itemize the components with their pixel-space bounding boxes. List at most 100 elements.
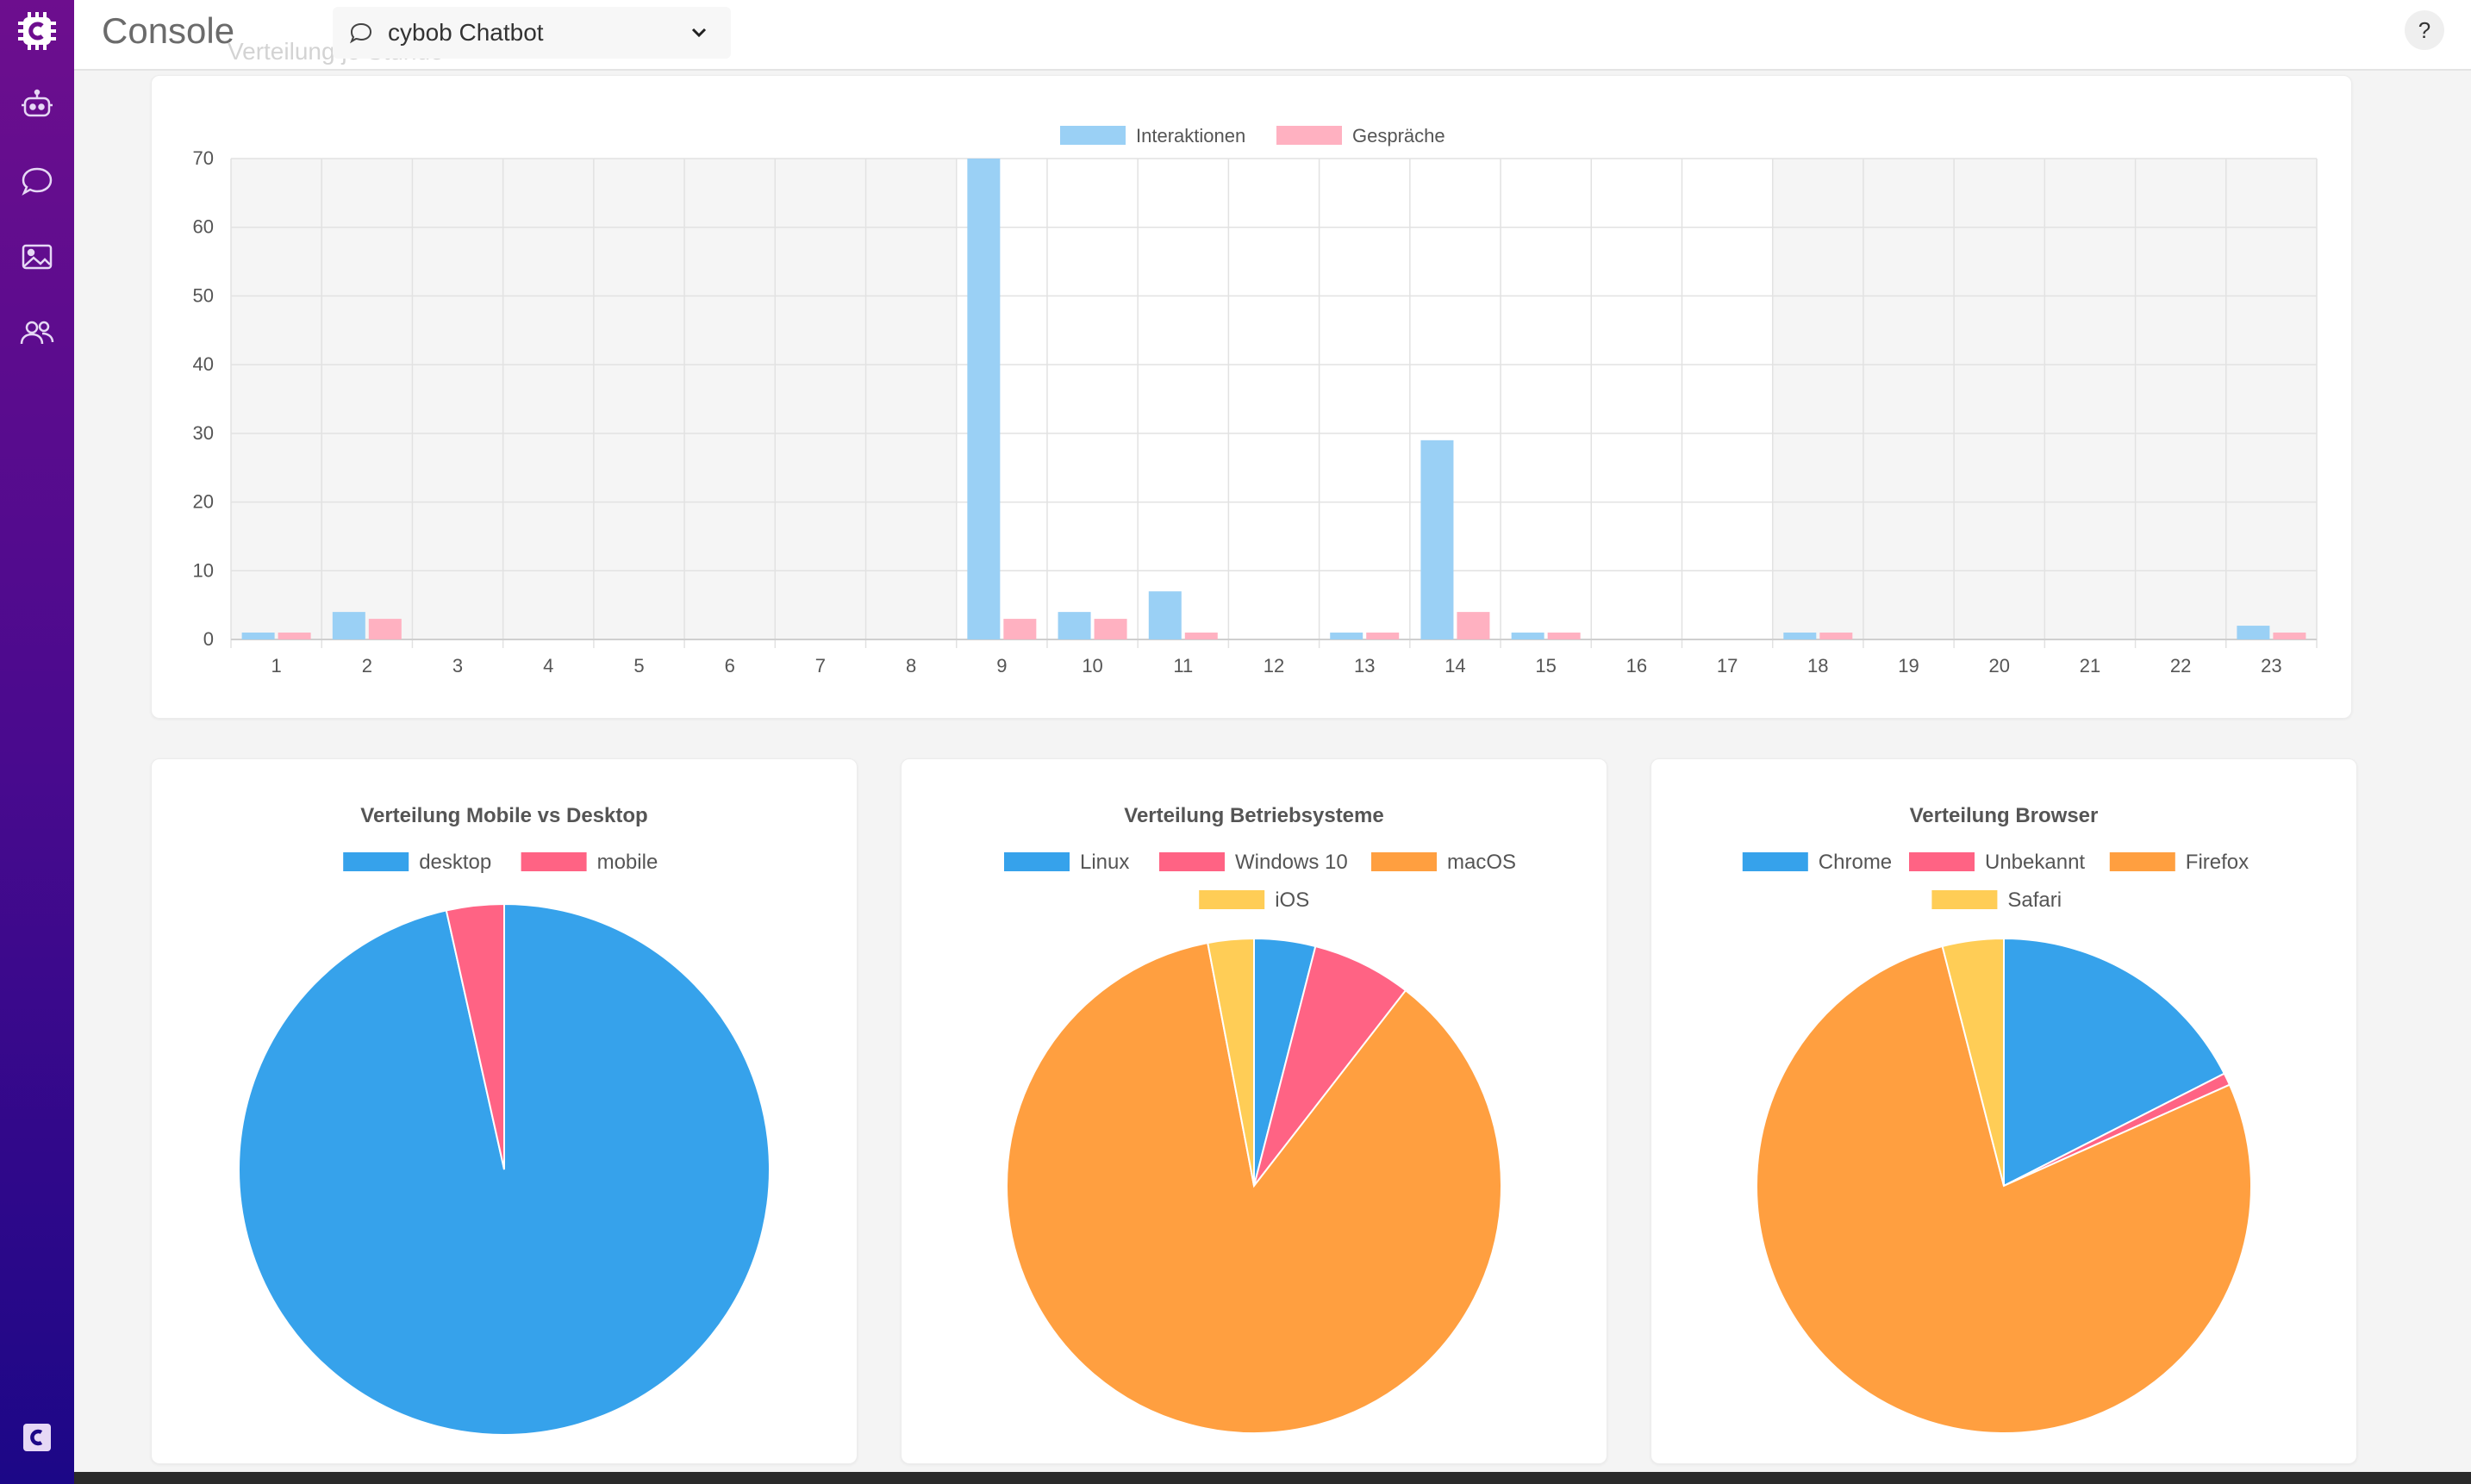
x-tick-label: 17 bbox=[1717, 655, 1738, 677]
legend-swatch bbox=[343, 852, 409, 871]
help-button[interactable]: ? bbox=[2405, 10, 2444, 50]
y-tick-label: 50 bbox=[193, 284, 214, 306]
bar-gespraeche bbox=[1457, 612, 1490, 639]
legend-swatch bbox=[1004, 852, 1070, 871]
top-bar: Console Verteilung je Stunde cybob Chatb… bbox=[74, 0, 2471, 71]
x-tick-label: 7 bbox=[815, 655, 826, 677]
legend-swatch bbox=[1199, 890, 1265, 909]
legend-label: macOS bbox=[1447, 851, 1516, 874]
bar-gespraeche bbox=[1366, 633, 1400, 639]
x-tick-label: 3 bbox=[452, 655, 463, 677]
legend-label: mobile bbox=[597, 851, 658, 874]
bar-interaktionen bbox=[967, 159, 1001, 639]
bar-gespraeche bbox=[1094, 619, 1127, 639]
bar-interaktionen bbox=[1420, 440, 1454, 639]
x-tick-label: 4 bbox=[543, 655, 553, 677]
legend-label: Gespräche bbox=[1352, 125, 1445, 147]
bot-select[interactable]: cybob Chatbot bbox=[333, 7, 731, 59]
bar-interaktionen bbox=[1783, 633, 1817, 639]
sidebar bbox=[0, 0, 74, 1484]
x-tick-label: 19 bbox=[1898, 655, 1919, 677]
x-tick-label: 9 bbox=[996, 655, 1007, 677]
pie-slice-macos bbox=[1006, 941, 1502, 1434]
bar-interaktionen bbox=[2237, 626, 2270, 639]
bar-interaktionen bbox=[241, 633, 275, 639]
app-title: Console bbox=[102, 10, 235, 51]
users-icon[interactable] bbox=[15, 310, 59, 355]
bar-interaktionen bbox=[1511, 633, 1544, 639]
pie-title-browser: Verteilung Browser bbox=[1909, 804, 2099, 827]
x-tick-label: 2 bbox=[362, 655, 372, 677]
pie-title-device: Verteilung Mobile vs Desktop bbox=[360, 804, 648, 827]
legend-swatch bbox=[1276, 126, 1342, 145]
pie-card-browser: Verteilung Browser Chrome Unbekannt Firefo… bbox=[1650, 758, 2357, 1464]
legend-label: Linux bbox=[1080, 851, 1129, 874]
x-tick-label: 15 bbox=[1535, 655, 1556, 677]
bar-gespraeche bbox=[1547, 633, 1581, 639]
y-tick-label: 20 bbox=[193, 491, 214, 513]
pie-card-device: Verteilung Mobile vs Desktop desktop mobi… bbox=[151, 758, 858, 1464]
bar-gespraeche bbox=[1003, 619, 1037, 639]
legend-label: Unbekannt bbox=[1985, 851, 2085, 874]
footer-logo-icon[interactable] bbox=[15, 1415, 59, 1460]
chat-bubble-icon bbox=[349, 22, 372, 44]
x-tick-label: 14 bbox=[1445, 655, 1465, 677]
legend-swatch bbox=[1931, 890, 1998, 909]
x-tick-label: 13 bbox=[1354, 655, 1375, 677]
pie-card-os: Verteilung Betriebsysteme Linux Windows 1… bbox=[901, 758, 1607, 1464]
x-tick-label: 22 bbox=[2170, 655, 2191, 677]
logo-icon[interactable] bbox=[15, 9, 59, 53]
y-tick-label: 10 bbox=[193, 559, 214, 581]
pie-slice-safari bbox=[1941, 937, 2005, 1187]
x-tick-label: 11 bbox=[1173, 655, 1193, 677]
pie-slice-chrome bbox=[2003, 937, 2226, 1188]
y-tick-label: 30 bbox=[193, 422, 214, 444]
pie-slice-firefox bbox=[1756, 945, 2252, 1434]
bar-interaktionen bbox=[1330, 633, 1363, 639]
bar-gespraeche bbox=[1819, 633, 1853, 639]
legend-label: iOS bbox=[1275, 889, 1309, 912]
legend-swatch bbox=[521, 852, 587, 871]
x-tick-label: 8 bbox=[906, 655, 916, 677]
y-tick-label: 70 bbox=[193, 147, 214, 169]
legend-label: Windows 10 bbox=[1235, 851, 1348, 874]
legend-swatch bbox=[1060, 126, 1126, 145]
bar-interaktionen bbox=[1148, 591, 1182, 639]
pie-chart-device: desktop mobile bbox=[238, 851, 771, 1436]
bar-interaktionen bbox=[332, 612, 365, 639]
legend-label: Interaktionen bbox=[1136, 125, 1245, 147]
x-tick-label: 16 bbox=[1626, 655, 1647, 677]
bar-gespraeche bbox=[278, 633, 311, 639]
x-tick-label: 23 bbox=[2261, 655, 2281, 677]
x-tick-label: 6 bbox=[725, 655, 735, 677]
bar-gespraeche bbox=[2273, 633, 2306, 639]
bot-icon[interactable] bbox=[15, 83, 59, 128]
pie-slice-ios bbox=[1207, 937, 1255, 1187]
window-bottom-edge bbox=[74, 1472, 2471, 1484]
legend-swatch bbox=[2109, 852, 2175, 871]
chat-icon[interactable] bbox=[15, 159, 59, 203]
x-tick-label: 21 bbox=[2080, 655, 2100, 677]
hourly-chart-card: 0 10 20 30 40 50 60 70 1 2 3 4 5 6 7 8 9 10 11 12 13 14 15 16 17… bbox=[151, 75, 2352, 719]
legend-label: desktop bbox=[419, 851, 491, 874]
x-tick-label: 10 bbox=[1082, 655, 1102, 677]
pie-chart-browser: Chrome Unbekannt Firefox Safari bbox=[1742, 851, 2252, 1434]
y-tick-label: 40 bbox=[193, 353, 214, 375]
x-tick-label: 5 bbox=[633, 655, 644, 677]
x-tick-label: 1 bbox=[271, 655, 281, 677]
legend-label: Safari bbox=[2007, 889, 2062, 912]
y-tick-label: 0 bbox=[203, 628, 214, 650]
bar-gespraeche bbox=[368, 619, 402, 639]
pie-title-os: Verteilung Betriebsysteme bbox=[1124, 804, 1384, 827]
legend-label: Firefox bbox=[2186, 851, 2249, 874]
pie-slice-windows-10 bbox=[1253, 945, 1407, 1187]
chevron-down-icon bbox=[691, 28, 707, 38]
x-tick-label: 18 bbox=[1807, 655, 1828, 677]
bar-interaktionen bbox=[1058, 612, 1091, 639]
legend-swatch bbox=[1909, 852, 1975, 871]
pie-slice-mobile bbox=[445, 902, 505, 1170]
bar-gespraeche bbox=[1184, 633, 1218, 639]
image-icon[interactable] bbox=[15, 234, 59, 279]
legend-swatch bbox=[1742, 852, 1808, 871]
